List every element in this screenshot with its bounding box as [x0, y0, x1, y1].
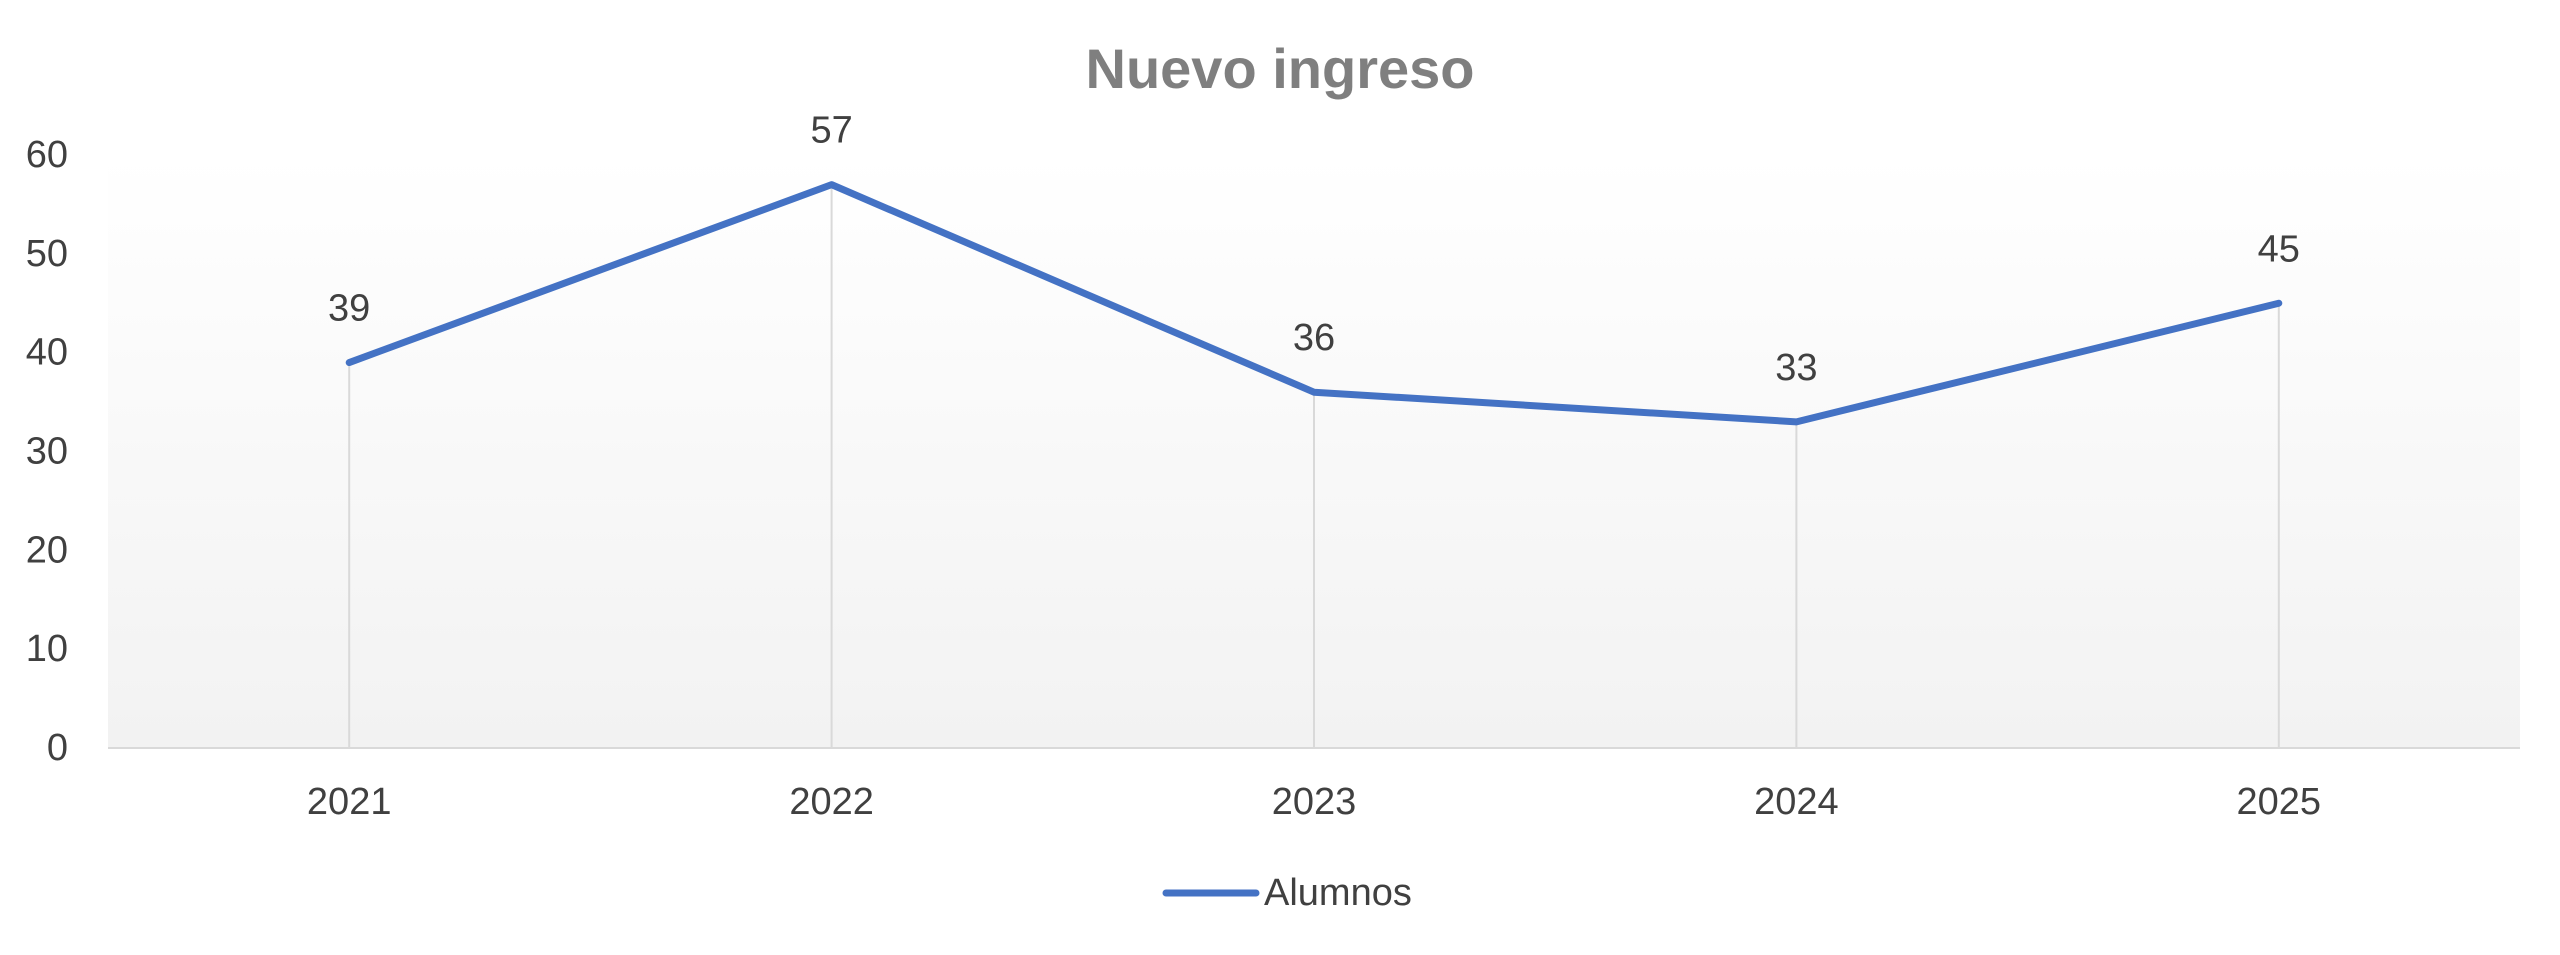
data-label: 39 [328, 288, 370, 330]
chart-title: Nuevo ingreso [1086, 37, 1475, 100]
x-tick-label: 2025 [2237, 781, 2322, 823]
y-tick-label: 50 [26, 233, 68, 275]
legend-label-alumnos: Alumnos [1264, 872, 1412, 914]
legend: Alumnos [1162, 872, 1412, 914]
y-tick-label: 30 [26, 431, 68, 473]
x-tick-label: 2022 [789, 781, 874, 823]
x-tick-label: 2024 [1754, 781, 1839, 823]
y-tick-label: 40 [26, 332, 68, 374]
x-axis-tick-labels: 2021 2022 2023 2024 2025 [307, 781, 2321, 823]
y-tick-label: 60 [26, 134, 68, 176]
x-tick-label: 2021 [307, 781, 392, 823]
y-tick-label: 10 [26, 628, 68, 670]
data-labels: 39 57 36 33 45 [328, 110, 2300, 389]
x-tick-label: 2023 [1272, 781, 1357, 823]
data-label: 33 [1775, 347, 1817, 389]
data-point [1313, 391, 1315, 394]
y-axis-tick-labels: 0 10 20 30 40 50 60 [26, 134, 68, 769]
drop-lines [348, 184, 2280, 748]
series-alumnos [345, 181, 2283, 426]
data-label: 45 [2258, 228, 2300, 270]
data-point [1795, 420, 1798, 423]
data-label: 36 [1293, 317, 1335, 359]
data-point [830, 183, 833, 186]
data-label: 57 [810, 110, 852, 152]
y-tick-label: 20 [26, 529, 68, 571]
data-point [348, 361, 351, 364]
data-point [2277, 302, 2280, 305]
y-tick-label: 0 [47, 727, 68, 769]
